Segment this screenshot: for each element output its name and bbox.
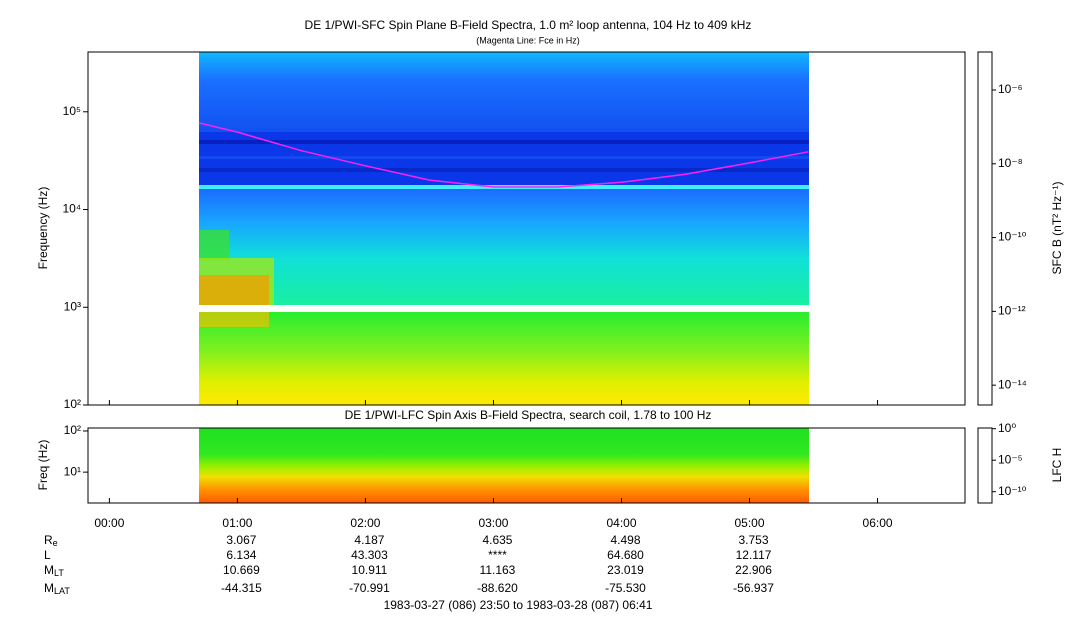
colorbar-tick-label: 10⁻¹² [998,304,1026,318]
ephemeris-value: 11.163 [480,563,516,577]
panel-title: DE 1/PWI-LFC Spin Axis B-Field Spectra, … [345,408,712,422]
ephemeris-label-text: M [44,581,54,595]
ephemeris-label: Re [44,533,58,548]
colorbar-tick-label: 10⁰ [998,421,1016,435]
ephemeris-value: 22.906 [735,563,772,577]
colorbar-tick-label: 10⁻¹⁴ [998,377,1027,391]
ephemeris-label: L [44,548,51,562]
ephemeris-value: -44.315 [221,581,262,595]
plot-frame [87,51,966,406]
ephemeris-value: 6.134 [226,548,256,562]
x-tick-label: 05:00 [735,516,765,530]
fce-line [198,122,809,188]
x-tick-label: 02:00 [350,516,380,530]
colorbar-tick-label: 10⁻¹⁰ [998,484,1027,498]
x-tick-label: 06:00 [863,516,893,530]
x-tick-label: 04:00 [606,516,636,530]
y-tick-label: 10² [64,397,81,411]
y-tick-label: 10⁴ [62,202,81,216]
ephemeris-value: 3.753 [739,533,769,547]
colorbar-tick-label: 10⁻⁸ [998,156,1023,170]
ephemeris-value: -88.620 [477,581,518,595]
colorbar-tick-label: 10⁻⁶ [998,82,1023,96]
colorbar-tick-label: 10⁻⁵ [998,452,1023,466]
ephemeris-value: 4.187 [354,533,384,547]
ephemeris-value: 64.680 [607,548,644,562]
y-tick-label: 10³ [64,299,81,313]
ephemeris-value: -56.937 [733,581,774,595]
y-tick-label: 10⁵ [63,104,81,118]
y-tick-label: 10¹ [64,464,81,478]
ephemeris-label-sub: LAT [54,586,70,596]
spectrogram-image [199,52,809,503]
x-tick-label: 01:00 [222,516,252,530]
ephemeris-label: MLAT [44,581,70,596]
ephemeris-value: 10.669 [223,563,260,577]
ephemeris-value: 12.117 [736,548,772,562]
ephemeris-value: 10.911 [352,563,388,577]
ephemeris-label: MLT [44,563,64,578]
ephemeris-value: 4.635 [482,533,512,547]
ephemeris-value: 23.019 [607,563,644,577]
y-tick-label: 10² [64,423,81,437]
ephemeris-value: 3.067 [226,533,256,547]
ephemeris-label-sub: LT [54,568,64,578]
x-tick-label: 00:00 [94,516,124,530]
ephemeris-label-text: L [44,548,51,562]
panel-subtitle: (Magenta Line: Fce in Hz) [476,35,580,45]
y-axis-label: Frequency (Hz) [36,187,50,270]
ephemeris-label-sub: e [53,538,58,548]
ephemeris-label-text: R [44,533,53,547]
panel-title: DE 1/PWI-SFC Spin Plane B-Field Spectra,… [305,18,752,32]
colorbar [977,427,993,504]
ephemeris-value: 4.498 [610,533,640,547]
ephemeris-value: -75.530 [605,581,646,595]
ephemeris-value: 43.303 [351,548,388,562]
ephemeris-value: **** [488,548,507,562]
colorbar-tick-label: 10⁻¹⁰ [998,230,1027,244]
colorbar [977,51,993,406]
y-axis-label: Freq (Hz) [36,440,50,491]
plot-frame [87,427,966,504]
time-range: 1983-03-27 (086) 23:50 to 1983-03-28 (08… [384,598,653,612]
colorbar-label: LFC H [1050,448,1064,483]
ephemeris-label-text: M [44,563,54,577]
ephemeris-value: -70.991 [349,581,390,595]
x-tick-label: 03:00 [478,516,508,530]
colorbar-label: SFC B (nT² Hz⁻¹) [1050,182,1064,275]
